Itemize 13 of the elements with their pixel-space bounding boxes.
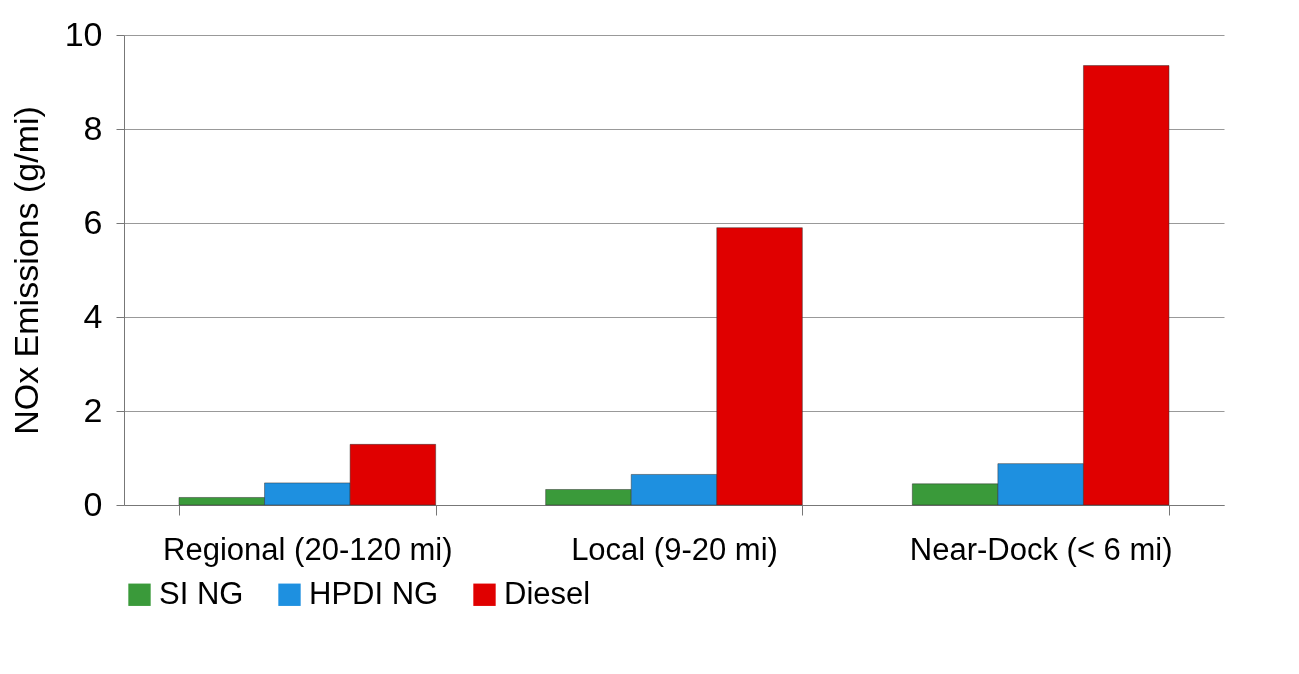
x-tick-label: Regional (20-120 mi) <box>163 531 453 567</box>
legend-label: HPDI NG <box>309 575 439 611</box>
y-tick-label: 8 <box>83 108 103 147</box>
x-tick-label: Near-Dock (< 6 mi) <box>909 531 1173 567</box>
y-tick-label: 6 <box>83 202 103 241</box>
y-tick-label: 4 <box>83 296 103 335</box>
legend-label: Diesel <box>504 575 591 611</box>
legend-label: SI NG <box>159 575 244 611</box>
y-axis-title: NOx Emissions (g/mi) <box>6 106 45 435</box>
x-tick-label: Local (9-20 mi) <box>571 531 778 567</box>
y-tick-label: 0 <box>83 484 103 523</box>
y-tick-label: 10 <box>64 14 103 53</box>
y-tick-label: 2 <box>83 390 103 429</box>
